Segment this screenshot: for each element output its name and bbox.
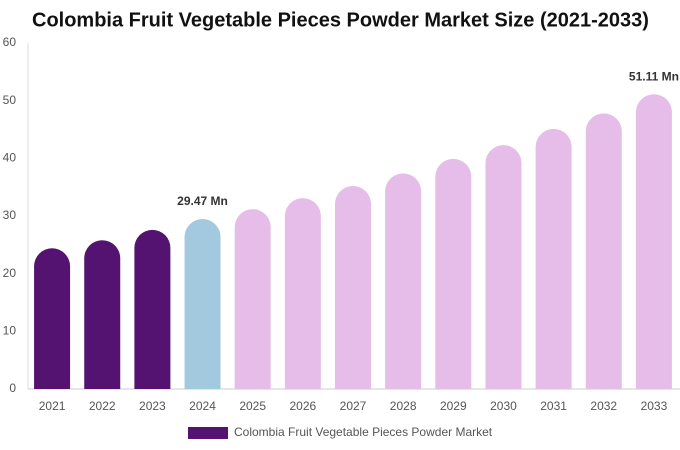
x-tick-label: 2031	[540, 399, 567, 413]
bar	[385, 173, 422, 389]
x-tick-label: 2024	[189, 399, 216, 413]
bar	[184, 219, 221, 389]
x-tick-label: 2029	[440, 399, 467, 413]
bar	[635, 94, 672, 390]
y-tick-label: 0	[9, 381, 16, 395]
value-label: 51.11 Mn	[629, 69, 679, 83]
x-tick-label: 2032	[590, 399, 617, 413]
chart-title: Colombia Fruit Vegetable Pieces Powder M…	[32, 9, 649, 31]
bar	[234, 209, 271, 389]
bar	[435, 158, 472, 389]
bar	[284, 198, 321, 389]
y-tick-label: 30	[3, 208, 17, 222]
y-tick-label: 60	[3, 35, 17, 49]
bar	[335, 186, 371, 389]
y-tick-label: 20	[3, 266, 17, 280]
x-tick-label: 2033	[641, 399, 668, 413]
bar	[585, 113, 622, 390]
x-tick-label: 2028	[390, 399, 417, 413]
bar	[535, 128, 572, 389]
x-tick-label: 2030	[490, 399, 517, 413]
x-tick-label: 2022	[89, 399, 116, 413]
y-tick-label: 40	[3, 151, 17, 165]
x-tick-label: 2026	[289, 399, 316, 413]
x-tick-label: 2021	[39, 399, 66, 413]
x-tick-label: 2023	[139, 399, 166, 413]
bar	[485, 145, 522, 389]
bar	[34, 248, 71, 389]
value-label: 29.47 Mn	[177, 194, 228, 208]
y-tick-label: 50	[3, 93, 17, 107]
bar	[84, 240, 121, 389]
x-tick-label: 2027	[340, 399, 367, 413]
y-tick-label: 10	[3, 324, 17, 338]
legend-label: Colombia Fruit Vegetable Pieces Powder M…	[234, 425, 493, 439]
legend-swatch	[188, 427, 228, 439]
bar	[134, 229, 171, 389]
x-tick-label: 2025	[239, 399, 266, 413]
